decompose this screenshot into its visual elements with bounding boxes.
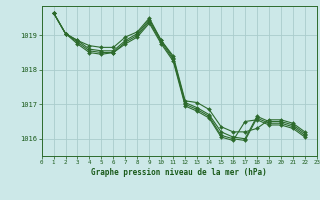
- X-axis label: Graphe pression niveau de la mer (hPa): Graphe pression niveau de la mer (hPa): [91, 168, 267, 177]
